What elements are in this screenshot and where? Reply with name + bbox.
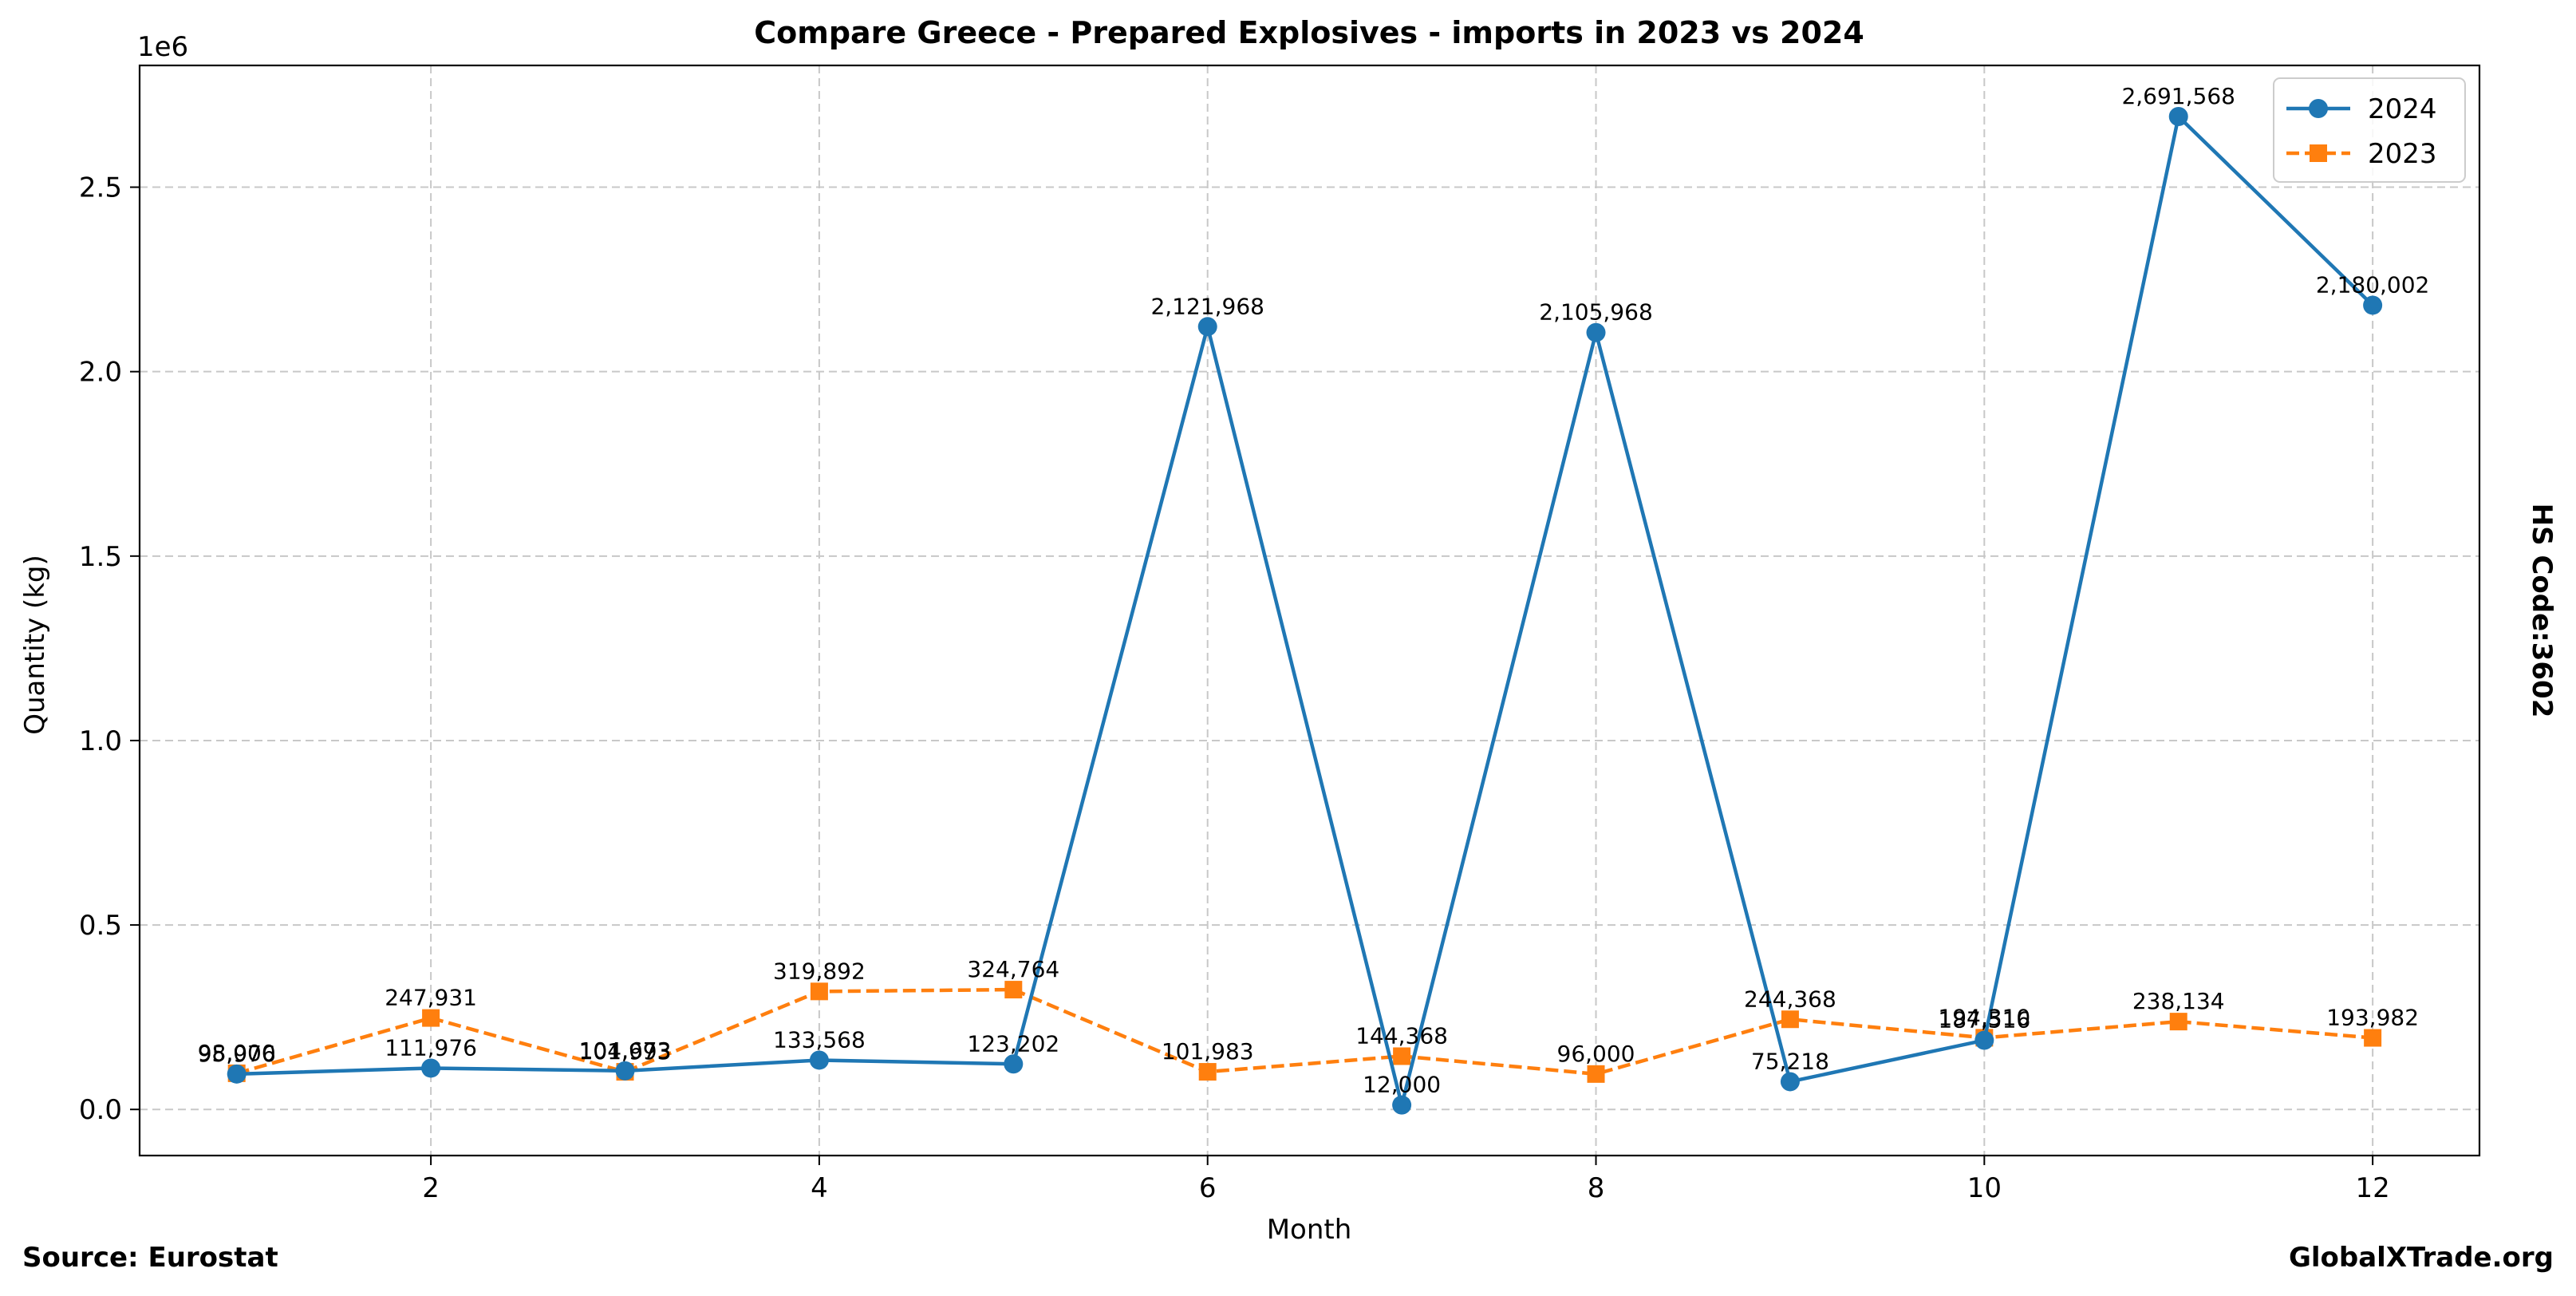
- data-point-2024: [421, 1058, 441, 1078]
- x-tick-label: 12: [2355, 1172, 2389, 1204]
- data-label-2023: 244,368: [1744, 986, 1836, 1012]
- data-point-2023: [2364, 1029, 2382, 1047]
- data-label-2024: 2,180,002: [2316, 271, 2430, 298]
- data-point-2024: [1392, 1095, 1412, 1115]
- data-label-2023: 101,993: [579, 1038, 672, 1065]
- data-point-2023: [1393, 1047, 1411, 1065]
- x-axis-label: Month: [1267, 1214, 1352, 1246]
- data-label-2024: 75,218: [1751, 1048, 1829, 1074]
- x-tick-label: 6: [1199, 1172, 1217, 1204]
- data-label-2024: 111,976: [385, 1034, 477, 1061]
- data-point-2024: [809, 1050, 829, 1070]
- data-point-2024: [2363, 295, 2383, 315]
- data-label-2023: 319,892: [773, 958, 866, 984]
- data-labels: 98,000 247,931 101,993 319,892 324,764 101,98…: [198, 83, 2430, 1098]
- data-point-2023: [1781, 1010, 1799, 1029]
- hs-code-label: HS Code:3602: [2526, 504, 2558, 718]
- series-line-2024: [236, 114, 2374, 1107]
- data-point-2023: [422, 1009, 440, 1027]
- y-scale-label: 1e6: [137, 31, 188, 63]
- y-tick-label: 2.5: [79, 172, 122, 204]
- data-label-2023: 324,764: [967, 956, 1059, 982]
- data-point-2023: [810, 982, 828, 1001]
- y-tick-label: 0.0: [79, 1094, 122, 1126]
- source-label: Source: Eurostat: [22, 1242, 278, 1274]
- data-label-2023: 101,983: [1162, 1038, 1254, 1065]
- data-point-2024: [1197, 317, 1217, 337]
- legend-marker-2024: [2309, 99, 2328, 118]
- legend: 2024 2023: [2273, 77, 2466, 183]
- y-tick-label: 1.0: [79, 725, 122, 757]
- data-label-2024: 104,673: [579, 1037, 672, 1064]
- data-label-2024: 12,000: [1363, 1072, 1441, 1098]
- data-label-2023: 144,368: [1355, 1022, 1448, 1049]
- data-point-2023: [1004, 981, 1023, 999]
- x-tick-label: 10: [1967, 1172, 2002, 1204]
- data-point-2024: [2168, 106, 2188, 126]
- data-label-2023: 238,134: [2132, 988, 2225, 1014]
- data-point-2023: [1198, 1063, 1217, 1081]
- data-label-2024: 95,976: [198, 1041, 276, 1067]
- data-label-2024: 2,121,968: [1150, 293, 1264, 319]
- series-lines: [227, 106, 2383, 1115]
- brand-label: GlobalXTrade.org: [2288, 1242, 2554, 1274]
- legend-label-2023: 2023: [2368, 138, 2437, 170]
- grid-lines: [140, 65, 2479, 1156]
- plot-frame: [138, 64, 2481, 1157]
- y-tick-label: 0.5: [79, 910, 122, 942]
- data-point-2024: [227, 1064, 247, 1084]
- data-point-2024: [1974, 1030, 1994, 1050]
- y-axis-label: Quantity (kg): [19, 555, 51, 735]
- data-label-2023: 98,000: [198, 1040, 276, 1066]
- data-label-2023: 247,931: [385, 985, 477, 1011]
- data-label-2024: 133,568: [773, 1026, 866, 1053]
- data-label-2023: 194,310: [1938, 1004, 2030, 1030]
- data-point-2023: [2169, 1013, 2187, 1031]
- x-tick-label: 8: [1588, 1172, 1605, 1204]
- series-line-2023: [236, 987, 2373, 1077]
- data-point-2024: [1586, 322, 1606, 342]
- data-label-2023: 96,000: [1557, 1041, 1635, 1067]
- data-point-2024: [615, 1061, 635, 1081]
- data-label-2023: 193,982: [2326, 1005, 2419, 1031]
- data-label-2024: 123,202: [967, 1030, 1059, 1057]
- data-label-2024: 2,691,568: [2121, 83, 2235, 109]
- data-label-2024: 187,516: [1938, 1007, 2030, 1033]
- legend-marker-2023: [2310, 144, 2327, 162]
- axes: 2 4 6 8 10 12 0.0 0.5 1.0 1.5 2.0 2.5: [79, 172, 2390, 1204]
- y-tick-label: 1.5: [79, 541, 122, 573]
- data-point-2024: [1780, 1072, 1800, 1092]
- x-tick-label: 2: [422, 1172, 440, 1204]
- data-point-2023: [1587, 1065, 1605, 1083]
- chart-title: Compare Greece - Prepared Explosives - i…: [754, 15, 1864, 50]
- y-tick-label: 2.0: [79, 357, 122, 389]
- data-label-2024: 2,105,968: [1539, 299, 1653, 326]
- data-point-2024: [1004, 1054, 1024, 1074]
- x-tick-label: 4: [811, 1172, 828, 1204]
- legend-label-2024: 2024: [2368, 93, 2437, 125]
